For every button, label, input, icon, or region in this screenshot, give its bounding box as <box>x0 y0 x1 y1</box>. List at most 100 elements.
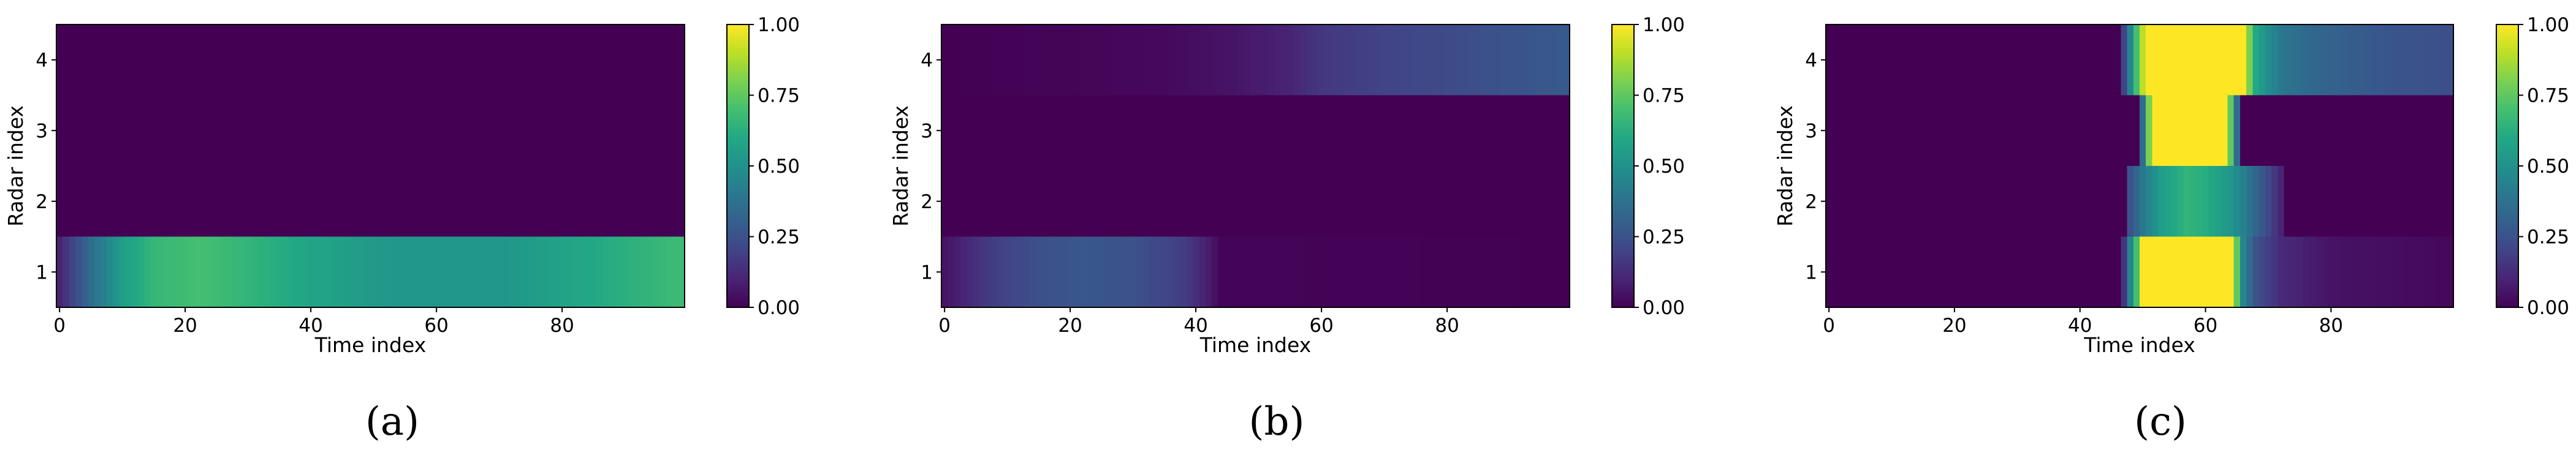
heatmap-cell <box>496 95 503 166</box>
heatmap-cell <box>1513 95 1520 166</box>
heatmap-cell <box>941 166 948 237</box>
heatmap-cell <box>420 166 428 237</box>
heatmap-cell <box>169 95 177 166</box>
heatmap-cell <box>1142 95 1149 166</box>
heatmap-cell <box>94 24 101 96</box>
heatmap-cell <box>163 166 170 237</box>
heatmap-cell <box>226 24 233 96</box>
heatmap-cell <box>320 24 327 96</box>
heatmap-cell <box>138 166 145 237</box>
heatmap-cell <box>1098 236 1106 307</box>
heatmap-cell <box>2384 95 2392 166</box>
heatmap-cell <box>1168 24 1174 96</box>
heatmap-cell <box>169 166 177 237</box>
heatmap-cell <box>339 236 346 307</box>
heatmap-cell <box>584 95 591 166</box>
heatmap-cell <box>1324 166 1332 237</box>
heatmap-cell <box>395 24 403 96</box>
heatmap-cell <box>1970 236 1977 307</box>
heatmap-cell <box>2359 166 2366 237</box>
heatmap-cell <box>2278 166 2285 237</box>
heatmap-cell <box>276 95 283 166</box>
heatmap-cell <box>1079 166 1087 237</box>
heatmap-cell <box>471 95 478 166</box>
heatmap-cell <box>1551 24 1558 96</box>
heatmap-cell <box>1875 24 1883 96</box>
heatmap-cell <box>2140 95 2146 166</box>
heatmap-cell <box>2321 236 2328 307</box>
heatmap-cell <box>1224 236 1231 307</box>
heatmap-cell <box>1506 236 1514 307</box>
heatmap-cell <box>1350 95 1357 166</box>
colorbar-tick-label: 0.25 <box>758 227 800 249</box>
heatmap-cell <box>1331 24 1338 96</box>
heatmap-cell <box>948 236 955 307</box>
heatmap-cell <box>1293 24 1300 96</box>
heatmap-cell <box>251 24 258 96</box>
heatmap-cell <box>2309 236 2316 307</box>
heatmap-cells <box>56 24 685 307</box>
heatmap-cell <box>1444 236 1451 307</box>
heatmap-cell <box>2321 95 2328 166</box>
heatmap-cell <box>1161 236 1168 307</box>
heatmap-cell <box>2164 95 2171 166</box>
heatmap-cell <box>408 95 415 166</box>
heatmap-cell <box>1168 95 1174 166</box>
heatmap-cell <box>1193 95 1199 166</box>
heatmap-cell <box>408 24 415 96</box>
heatmap-cell <box>194 166 202 237</box>
heatmap-cell <box>150 24 158 96</box>
heatmap-cell <box>1513 166 1520 237</box>
x-tick-label: 40 <box>298 315 322 337</box>
heatmap-cell <box>1186 236 1193 307</box>
heatmap-cell <box>157 166 164 237</box>
heatmap-cell <box>2240 166 2247 237</box>
heatmap-cell <box>1255 95 1263 166</box>
heatmap-cell <box>678 24 685 96</box>
heatmap-cell <box>1920 236 1927 307</box>
colorbar-tick-label: 0.50 <box>1643 156 1685 178</box>
heatmap-cell <box>2045 166 2053 237</box>
heatmap-cell <box>88 166 95 237</box>
y-tick-label: 1 <box>36 261 48 283</box>
heatmap-cell <box>395 166 403 237</box>
heatmap-cell <box>2032 236 2040 307</box>
heatmap-cell <box>2007 24 2015 96</box>
heatmap-cell <box>1017 24 1024 96</box>
heatmap-cell <box>1067 95 1074 166</box>
heatmap-cell <box>967 24 973 96</box>
heatmap-cell <box>2108 166 2115 237</box>
heatmap-cell <box>1406 24 1413 96</box>
heatmap-cell <box>82 24 88 96</box>
heatmap-cell <box>257 24 264 96</box>
heatmap-cell <box>1863 236 1871 307</box>
heatmap-cell <box>2102 236 2109 307</box>
heatmap-cell <box>2202 95 2209 166</box>
heatmap-cell <box>2083 236 2090 307</box>
heatmap-cell <box>213 24 221 96</box>
heatmap-cell <box>1023 236 1030 307</box>
heatmap-cell <box>1350 236 1357 307</box>
heatmap-cell <box>1475 236 1483 307</box>
heatmap-cell <box>1299 24 1307 96</box>
heatmap-cell <box>2384 236 2392 307</box>
heatmap-cell <box>490 236 497 307</box>
heatmap-cell <box>94 166 101 237</box>
heatmap-cell <box>1324 95 1332 166</box>
heatmap-cell <box>602 24 610 96</box>
heatmap-cell <box>2233 24 2241 96</box>
heatmap-cell <box>1350 24 1357 96</box>
heatmap-cell <box>301 95 308 166</box>
colorbar: 0.00 0.25 0.50 0.75 1.00 <box>1611 14 1685 319</box>
heatmap-cell <box>477 95 484 166</box>
heatmap-cell <box>2378 95 2385 166</box>
heatmap-cell <box>138 24 145 96</box>
heatmap-cell <box>2102 24 2109 96</box>
heatmap-cell <box>1111 236 1118 307</box>
heatmap-cell <box>571 95 579 166</box>
panel-caption: (c) <box>2134 399 2187 444</box>
x-tick-label: 20 <box>173 315 197 337</box>
heatmap-cell <box>1149 95 1156 166</box>
